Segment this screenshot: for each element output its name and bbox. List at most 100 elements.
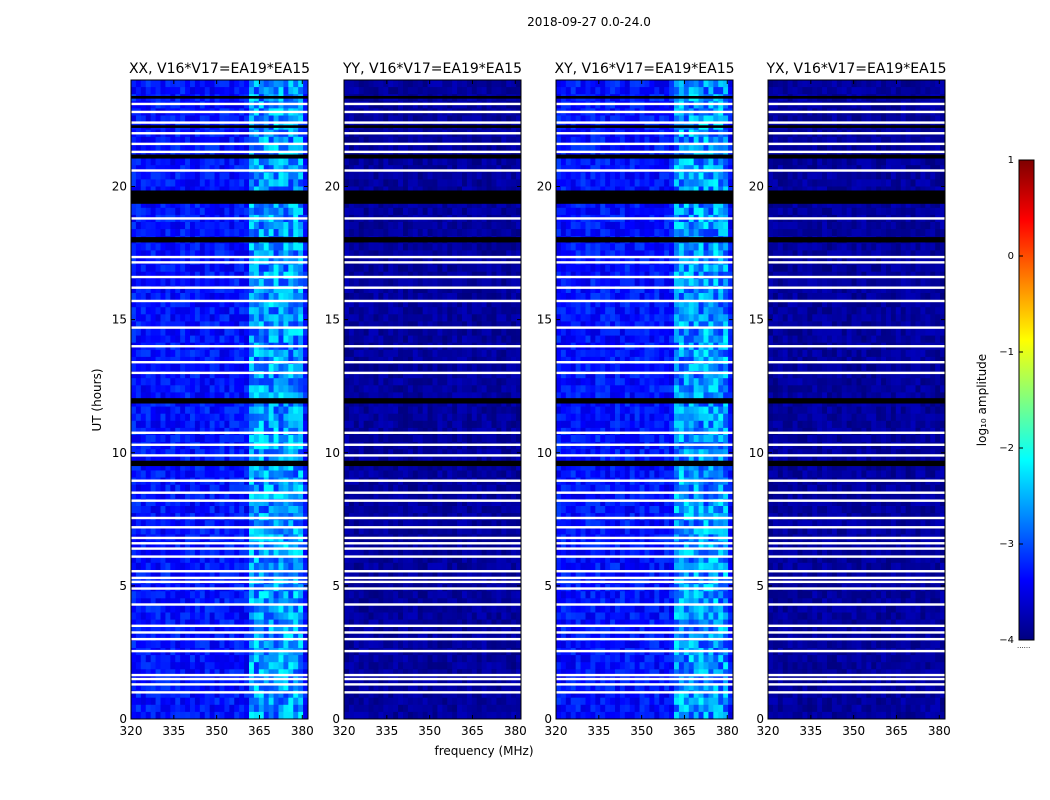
heatmap-cell <box>491 285 497 294</box>
heatmap-cell <box>263 626 269 635</box>
heatmap-cell <box>283 80 289 88</box>
heatmap-cell <box>165 278 171 287</box>
heatmap-cell <box>353 186 360 194</box>
heatmap-cell <box>471 328 478 336</box>
heatmap-cell <box>263 704 269 713</box>
heatmap-cell <box>253 612 260 620</box>
heatmap-cell <box>165 207 171 216</box>
heatmap-cell <box>249 669 255 677</box>
heatmap-cell <box>288 655 294 663</box>
heatmap-cell <box>239 569 245 578</box>
heatmap-cell <box>298 321 304 329</box>
heatmap-cell <box>258 498 265 507</box>
heatmap-cell <box>481 250 487 258</box>
heatmap-cell <box>204 136 210 145</box>
heatmap-cell <box>378 165 384 173</box>
heatmap-cell <box>145 165 151 173</box>
heatmap-cell <box>175 619 181 627</box>
heatmap-cell <box>239 172 245 180</box>
heatmap-cell <box>412 172 419 180</box>
heatmap-cell <box>229 591 235 599</box>
heatmap-cell <box>481 328 487 336</box>
heatmap-cell <box>506 222 512 230</box>
heatmap-cell <box>348 328 355 336</box>
heatmap-cell <box>378 349 384 358</box>
heatmap-cell <box>131 591 137 599</box>
heatmap-cell <box>253 463 260 471</box>
heatmap-cell <box>229 335 235 343</box>
heatmap-cell <box>288 264 294 272</box>
heatmap-cell <box>442 165 448 173</box>
heatmap-cell <box>249 619 255 627</box>
heatmap-cell <box>135 250 142 258</box>
heatmap-cell <box>234 435 240 443</box>
heatmap-cell <box>135 555 142 564</box>
heatmap-cell <box>427 278 433 287</box>
heatmap-cell <box>378 307 384 315</box>
heatmap-cell <box>239 335 245 343</box>
heatmap-cell <box>170 655 176 663</box>
heatmap-cell <box>258 207 265 216</box>
heatmap-cell <box>457 378 463 386</box>
heatmap-cell <box>358 172 364 180</box>
heatmap-cell <box>378 222 384 230</box>
heatmap-cell <box>263 605 269 613</box>
heatmap-cell <box>180 371 186 379</box>
heatmap-cell <box>348 378 355 386</box>
heatmap-cell <box>170 293 176 301</box>
heatmap-cell <box>398 250 404 258</box>
heatmap-cell <box>135 285 142 294</box>
heatmap-cell <box>258 87 265 95</box>
flagged-row <box>131 326 308 329</box>
heatmap-cell <box>145 456 151 464</box>
heatmap-cell <box>180 172 186 180</box>
heatmap-cell <box>239 491 245 500</box>
heatmap-cell <box>348 250 355 258</box>
heatmap-cell <box>199 385 206 393</box>
heatmap-cell <box>135 179 142 187</box>
heatmap-cell <box>234 470 240 478</box>
heatmap-cell <box>393 356 399 365</box>
heatmap-cell <box>422 300 428 308</box>
heatmap-cell <box>165 456 171 464</box>
heatmap-cell <box>145 300 151 308</box>
heatmap-cell <box>288 356 294 365</box>
heatmap-cell <box>398 87 404 95</box>
heatmap-cell <box>442 271 448 280</box>
heatmap-cell <box>219 364 225 372</box>
heatmap-cell <box>249 484 255 493</box>
heatmap-cell <box>234 179 240 187</box>
heatmap-cell <box>190 484 196 493</box>
heatmap-cell <box>293 406 299 414</box>
heatmap-cell <box>145 293 151 301</box>
heatmap-cell <box>224 172 230 180</box>
heatmap-cell <box>204 690 210 698</box>
heatmap-cell <box>383 158 389 166</box>
heatmap-cell <box>165 612 171 620</box>
heatmap-cell <box>229 158 235 166</box>
heatmap-cell <box>194 307 201 315</box>
heatmap-cell <box>373 392 379 400</box>
heatmap-cell <box>471 335 478 343</box>
heatmap-cell <box>437 385 443 393</box>
heatmap-cell <box>383 136 389 145</box>
heatmap-cell <box>516 172 521 180</box>
heatmap-cell <box>398 349 404 358</box>
heatmap-cell <box>214 378 220 386</box>
heatmap-cell <box>348 143 355 152</box>
heatmap-cell <box>283 243 289 251</box>
heatmap-cell <box>417 293 423 301</box>
heatmap-cell <box>190 598 196 606</box>
heatmap-cell <box>378 143 384 152</box>
heatmap-cell <box>145 200 151 209</box>
heatmap-cell <box>209 179 215 187</box>
heatmap-cell <box>393 307 399 315</box>
heatmap-cell <box>244 413 250 422</box>
heatmap-cell <box>219 506 225 514</box>
heatmap-cell <box>175 321 181 329</box>
heatmap-cell <box>244 711 250 719</box>
heatmap-cell <box>422 158 428 166</box>
heatmap-cell <box>185 172 191 180</box>
heatmap-cell <box>209 520 215 528</box>
heatmap-cell <box>209 669 215 677</box>
